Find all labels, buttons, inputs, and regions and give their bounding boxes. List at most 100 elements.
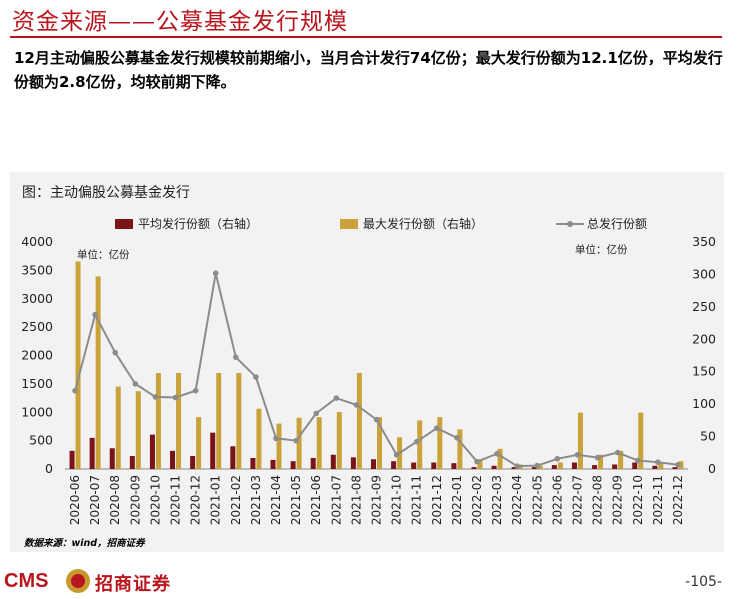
max-bar [155, 373, 161, 469]
y-left-tick-label: 0 [45, 461, 53, 476]
max-bar [417, 420, 423, 469]
avg-bar [652, 465, 658, 469]
avg-bar [149, 434, 155, 469]
total-point [172, 394, 179, 401]
data-source: 数据来源：wind，招商证券 [24, 538, 145, 549]
max-bar [115, 386, 121, 469]
y-left-tick-label: 3500 [21, 262, 53, 277]
max-bar [678, 461, 684, 469]
chart-legend: 平均发行份额（右轴） 最大发行份额（右轴） 总发行份额 [115, 216, 647, 231]
x-tick-label: 2021-01 [209, 475, 223, 525]
x-tick-label: 2021-04 [269, 475, 283, 525]
avg-bar [531, 467, 537, 469]
total-point [112, 349, 119, 356]
y-left-tick-label: 3000 [21, 291, 53, 306]
x-tick-label: 2022-03 [490, 475, 504, 525]
max-bar [598, 454, 604, 469]
y-left-tick-label: 2000 [21, 348, 53, 363]
max-bar [557, 462, 563, 469]
max-bar [176, 373, 182, 469]
avg-bar [350, 457, 356, 469]
total-point [253, 374, 259, 380]
max-bar [316, 417, 322, 469]
avg-bar [250, 457, 256, 469]
max-bar [356, 373, 362, 469]
legend-swatch-max [340, 219, 358, 229]
x-tick-label: 2022-04 [510, 475, 524, 525]
total-point [675, 462, 681, 468]
right-unit-label: 单位：亿份 [575, 243, 628, 256]
avg-bar [431, 462, 437, 469]
legend-marker-total [567, 221, 573, 227]
y-left-tick-label: 2500 [21, 319, 53, 334]
total-point [152, 394, 159, 400]
max-bar [75, 261, 81, 469]
page-title: 资金来源——公募基金发行规模 [12, 9, 348, 35]
avg-bar [411, 462, 417, 469]
x-tick-label: 2021-02 [229, 475, 243, 525]
avg-bar [371, 459, 376, 469]
avg-bar [69, 450, 75, 469]
avg-bar [230, 446, 236, 469]
total-point [594, 454, 601, 461]
x-tick-label: 2022-11 [651, 475, 665, 525]
avg-bar [571, 462, 577, 469]
x-tick-label: 2021-09 [370, 475, 384, 525]
x-tick-label: 2022-05 [530, 475, 544, 525]
x-tick-label: 2021-10 [390, 475, 404, 525]
total-point [494, 450, 500, 457]
avg-bar [511, 467, 517, 469]
max-bar [377, 417, 382, 469]
total-point [293, 437, 299, 444]
avg-bar [290, 461, 296, 469]
total-point [92, 311, 98, 318]
y-right-tick-label: 200 [692, 331, 716, 346]
y-left-tick-label: 1000 [21, 404, 53, 419]
total-point [333, 395, 340, 401]
y-right-tick-label: 350 [692, 234, 716, 249]
company-name: 招商证券 [95, 574, 171, 595]
total-point [534, 462, 541, 469]
x-tick-label: 2021-11 [410, 475, 424, 525]
x-tick-label: 2020-07 [88, 475, 102, 525]
x-tick-label: 2020-06 [68, 475, 82, 525]
x-tick-label: 2022-08 [591, 475, 605, 525]
left-unit-label: 单位：亿份 [77, 248, 130, 261]
y-left-tick-label: 500 [29, 433, 53, 448]
max-bar [577, 412, 583, 469]
y-left-tick-label: 4000 [21, 234, 53, 249]
max-bar [618, 450, 624, 469]
x-tick-label: 2022-10 [631, 475, 645, 525]
y-right-tick-label: 0 [708, 461, 716, 476]
title-divider [10, 36, 722, 38]
total-point [655, 459, 661, 465]
max-bar [336, 411, 342, 469]
total-point [433, 425, 440, 431]
y-right-tick-label: 100 [692, 396, 716, 411]
summary-text: 12月主动偏股公募基金发行规模较前期缩小，当月合计发行74亿份；最大发行份额为1… [14, 49, 723, 91]
y-left-tick-label: 1500 [21, 376, 53, 391]
avg-bar [451, 463, 457, 469]
avg-bar [109, 448, 115, 469]
max-bar [296, 417, 302, 469]
avg-bar [672, 467, 678, 469]
avg-bar [129, 456, 135, 469]
legend-label-avg: 平均发行份额（右轴） [138, 216, 258, 231]
avg-bar [391, 461, 397, 469]
x-tick-label: 2022-02 [470, 475, 484, 525]
x-tick-label: 2022-06 [550, 475, 564, 525]
x-tick-label: 2021-07 [329, 475, 343, 525]
y-right-tick-label: 300 [692, 266, 716, 281]
total-series-line [74, 272, 679, 468]
avg-bar [612, 464, 618, 469]
avg-bar [491, 465, 497, 469]
total-point [454, 434, 460, 441]
x-tick-label: 2021-12 [430, 475, 444, 525]
x-tick-label: 2021-06 [309, 475, 323, 525]
x-tick-label: 2022-01 [450, 475, 464, 525]
total-point [393, 452, 400, 458]
x-tick-label: 2021-03 [249, 475, 263, 525]
avg-bar [210, 432, 216, 469]
footer [0, 565, 738, 599]
